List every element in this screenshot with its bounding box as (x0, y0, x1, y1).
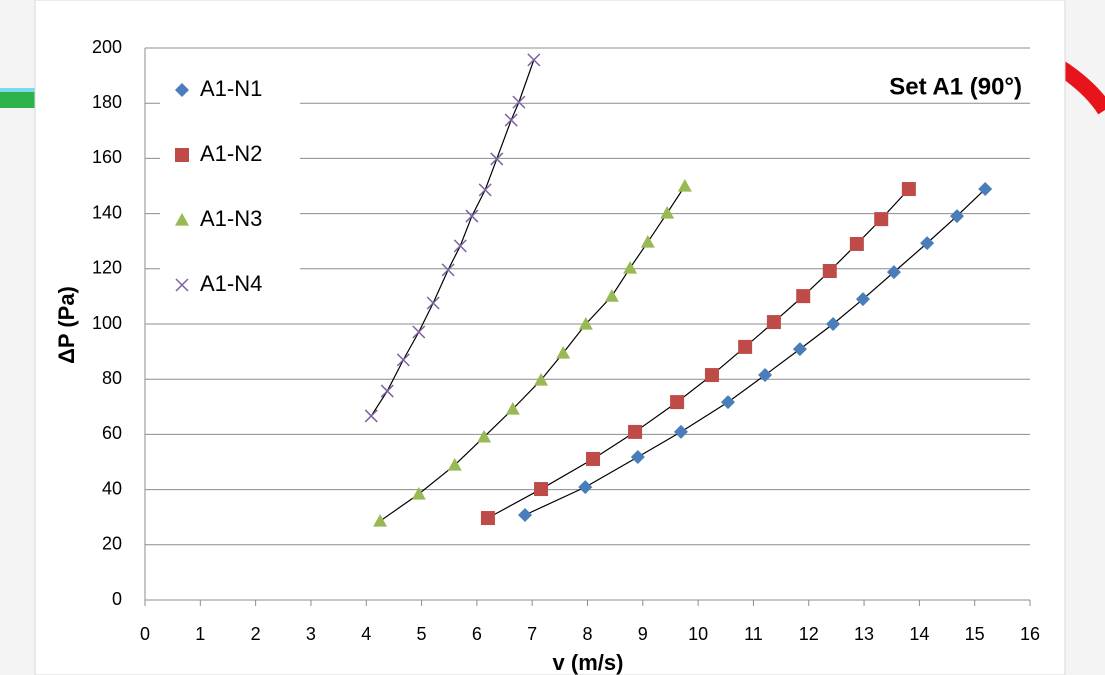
x-tick-label: 1 (195, 624, 205, 644)
x-tick-label: 4 (361, 624, 371, 644)
marker (517, 507, 532, 522)
marker (412, 325, 426, 339)
marker (447, 458, 462, 471)
marker (704, 368, 719, 383)
marker (855, 292, 870, 307)
x-tick-label: 6 (472, 624, 482, 644)
marker (504, 113, 518, 127)
x-tick-label: 15 (965, 624, 985, 644)
marker (534, 482, 549, 497)
marker (578, 317, 593, 330)
marker (796, 289, 811, 304)
marker (411, 487, 426, 500)
y-tick-label: 40 (102, 478, 122, 498)
marker (920, 236, 935, 251)
legend-marker (175, 83, 189, 97)
marker (623, 260, 638, 274)
marker (441, 263, 455, 277)
marker (512, 95, 526, 109)
x-tick-label: 14 (909, 624, 929, 644)
legend-label: A1-N1 (200, 76, 262, 101)
x-tick-label: 9 (638, 624, 648, 644)
y-tick-label: 60 (102, 423, 122, 443)
x-tick-label: 8 (582, 624, 592, 644)
x-tick-label: 5 (417, 624, 427, 644)
marker (478, 183, 492, 197)
marker (822, 264, 837, 279)
y-tick-label: 20 (102, 534, 122, 554)
marker (604, 289, 619, 302)
marker (720, 395, 735, 410)
marker (766, 315, 781, 330)
chart-title: Set A1 (90°) (889, 73, 1022, 100)
y-tick-label: 140 (92, 202, 122, 222)
x-tick-label: 3 (306, 624, 316, 644)
y-tick-label: 80 (102, 368, 122, 388)
x-tick-label: 7 (527, 624, 537, 644)
marker (949, 209, 964, 224)
marker (465, 209, 479, 223)
x-tick-label: 2 (251, 624, 261, 644)
y-tick-label: 180 (92, 92, 122, 112)
y-tick-label: 100 (92, 313, 122, 333)
x-tick-label: 0 (140, 624, 150, 644)
marker (670, 395, 685, 410)
marker (901, 182, 916, 197)
marker (556, 345, 571, 359)
legend-marker (175, 148, 189, 162)
marker (490, 152, 504, 166)
y-axis-label: ΔP (Pa) (54, 286, 79, 364)
marker (826, 317, 841, 331)
marker (505, 402, 520, 415)
marker (673, 424, 688, 439)
marker (373, 514, 388, 527)
legend-label: A1-N3 (200, 206, 262, 231)
x-axis-label: v (m/s) (553, 650, 624, 675)
x-tick-label: 16 (1020, 624, 1040, 644)
y-tick-label: 0 (112, 589, 122, 609)
marker (792, 342, 807, 357)
x-tick-label: 10 (688, 624, 708, 644)
marker (534, 373, 549, 386)
legend-marker (175, 213, 189, 226)
legend-marker (175, 278, 189, 292)
marker (426, 296, 440, 310)
marker (527, 53, 541, 67)
y-tick-label: 120 (92, 258, 122, 278)
legend-box (160, 68, 300, 308)
marker (586, 451, 601, 466)
marker (660, 206, 675, 219)
x-tick-label: 11 (744, 624, 763, 644)
marker (874, 212, 889, 227)
marker (849, 236, 864, 251)
marker (453, 239, 467, 253)
marker (364, 409, 378, 423)
x-tick-label: 13 (854, 624, 874, 644)
marker (640, 235, 655, 248)
marker (758, 368, 773, 383)
marker (480, 511, 495, 526)
marker (380, 384, 394, 398)
legend-label: A1-N4 (200, 271, 262, 296)
marker (578, 480, 593, 495)
marker (738, 339, 753, 354)
marker (628, 424, 643, 439)
y-tick-label: 160 (92, 147, 122, 167)
marker (886, 265, 901, 280)
marker (630, 450, 645, 465)
y-tick-label: 200 (92, 37, 122, 57)
x-tick-label: 12 (799, 624, 819, 644)
marker (477, 429, 492, 443)
marker (677, 179, 692, 192)
marker (396, 353, 410, 367)
marker (978, 182, 993, 197)
legend-label: A1-N2 (200, 141, 262, 166)
